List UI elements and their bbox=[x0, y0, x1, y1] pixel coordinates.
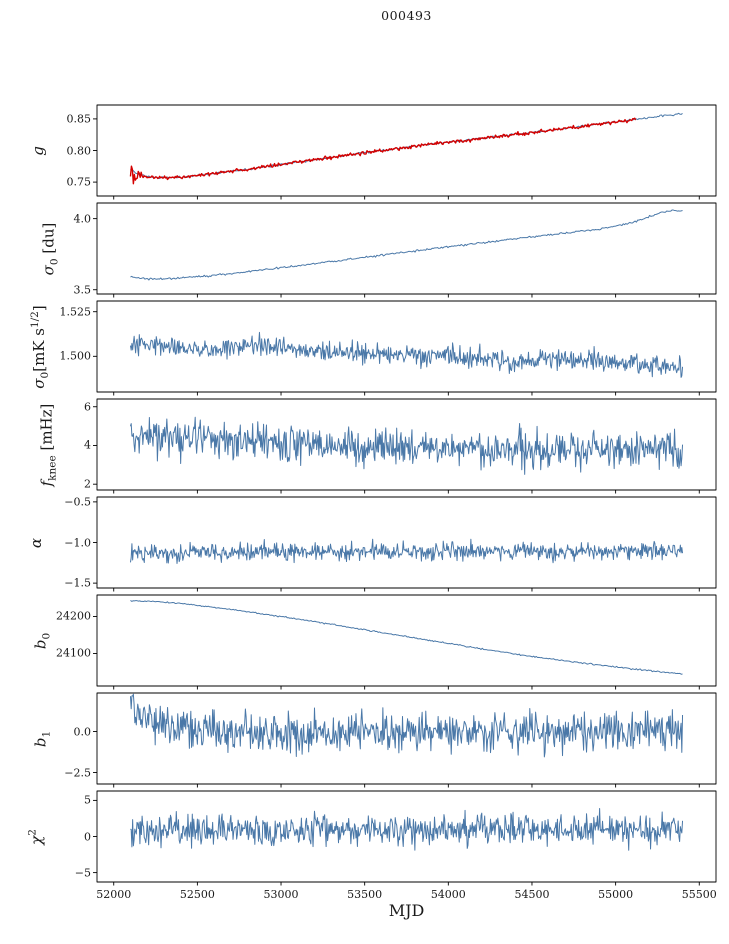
chart-title: 000493 bbox=[381, 8, 432, 23]
y-tick-label: −0.5 bbox=[64, 495, 91, 509]
y-tick-label: 3.5 bbox=[73, 283, 92, 297]
y-axis-label: b1 bbox=[31, 730, 53, 747]
y-tick-label: 0 bbox=[84, 830, 91, 843]
y-axis-label: b0 bbox=[31, 632, 53, 649]
y-tick-label: −1.5 bbox=[64, 576, 91, 590]
y-tick-label: 24100 bbox=[56, 646, 91, 660]
y-tick-label: 4.0 bbox=[73, 212, 92, 226]
y-tick-label: 0.80 bbox=[66, 144, 92, 157]
y-tick-label: 6 bbox=[84, 400, 91, 414]
x-tick-label: 54000 bbox=[430, 888, 466, 901]
y-tick-label: −2.5 bbox=[64, 766, 91, 780]
y-tick-label: −5 bbox=[74, 866, 91, 880]
y-tick-label: 2 bbox=[84, 477, 91, 491]
x-tick-label: 55000 bbox=[598, 888, 634, 901]
y-tick-label: 1.500 bbox=[59, 349, 92, 363]
y-tick-label: 5 bbox=[84, 793, 91, 807]
x-tick-label: 54500 bbox=[514, 888, 550, 901]
y-tick-label: 0.75 bbox=[66, 175, 92, 189]
y-tick-label: 24200 bbox=[56, 609, 91, 623]
y-axis-label: σ0[mK s1/2] bbox=[29, 304, 51, 389]
x-tick-label: 52500 bbox=[179, 888, 215, 901]
y-axis-label: α bbox=[27, 537, 45, 548]
x-tick-label: 53500 bbox=[347, 888, 383, 901]
y-axis-label: fknee [mHz] bbox=[37, 403, 59, 486]
y-tick-label: 4 bbox=[84, 438, 91, 452]
y-tick-label: 0.85 bbox=[66, 112, 92, 126]
x-axis-label: MJD bbox=[388, 901, 425, 920]
y-axis-label: σ0 [du] bbox=[39, 222, 61, 275]
x-tick-label: 52000 bbox=[96, 888, 132, 901]
y-tick-label: 0.0 bbox=[73, 725, 92, 739]
y-tick-label: −1.0 bbox=[64, 536, 91, 549]
x-tick-label: 55500 bbox=[681, 888, 717, 901]
x-tick-label: 53000 bbox=[263, 888, 299, 901]
y-axis-label: g bbox=[29, 145, 47, 156]
y-axis-label: χ2 bbox=[26, 828, 46, 845]
y-tick-label: 1.525 bbox=[59, 305, 92, 319]
